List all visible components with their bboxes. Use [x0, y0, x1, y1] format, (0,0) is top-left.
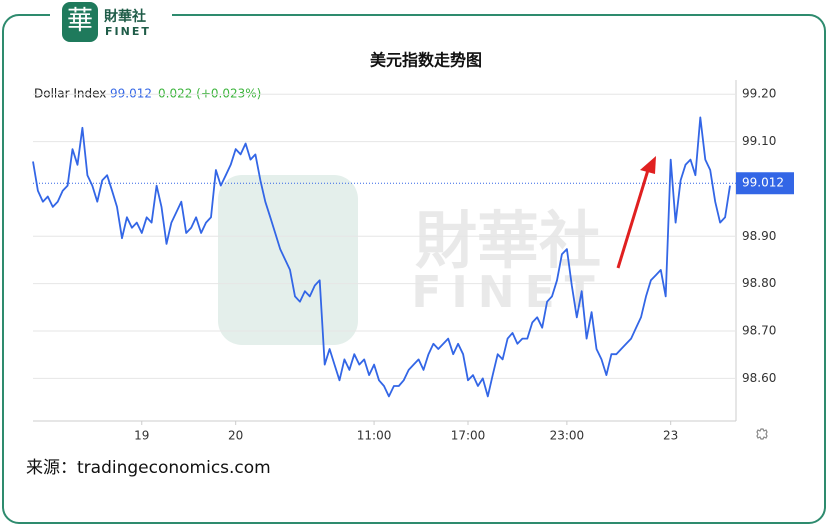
y-tick-label: 99.20 [742, 87, 776, 101]
chart-title: 美元指数走势图 [370, 51, 482, 70]
watermark-latin: FINET [411, 267, 604, 318]
legend-change: 0.022 (+0.023%) [158, 87, 261, 101]
watermark-icon [218, 175, 358, 345]
annotation-arrowhead [640, 156, 656, 174]
x-tick-label: 17:00 [451, 429, 486, 443]
logo-icon [62, 2, 98, 42]
legend-value: 99.012 [110, 87, 152, 101]
settings-icon[interactable] [756, 428, 768, 440]
plot: 98.60 98.70 98.80 98.90 99.10 99.20 19 20 11:00 1… [32, 80, 794, 443]
x-tick-label: 23 [663, 429, 678, 443]
watermark: 財華社 FINET [218, 175, 604, 345]
brand-name: 財華社 [103, 8, 146, 25]
y-tick-label: 98.70 [742, 324, 776, 338]
legend-name: Dollar Index [34, 87, 106, 101]
watermark-name: 財華社 [415, 204, 601, 277]
x-tick-label: 11:00 [357, 429, 392, 443]
x-tick-label: 23:00 [550, 429, 585, 443]
last-value-label: 99.012 [742, 176, 784, 190]
brand-latin: FINET [105, 25, 151, 38]
line [32, 116, 731, 398]
y-tick-label: 98.90 [742, 229, 776, 243]
source: 来源：tradingeconomics.com [26, 458, 271, 478]
last-value-box [736, 172, 794, 195]
y-tick-label: 98.80 [742, 276, 776, 290]
y-tick-label: 98.60 [742, 371, 776, 385]
y-tick-label: 99.10 [742, 134, 776, 148]
x-tick-label: 19 [134, 429, 149, 443]
logo-char: 華 [67, 6, 93, 36]
annotation-arrow [616, 169, 650, 269]
x-tick-label: 20 [228, 429, 243, 443]
